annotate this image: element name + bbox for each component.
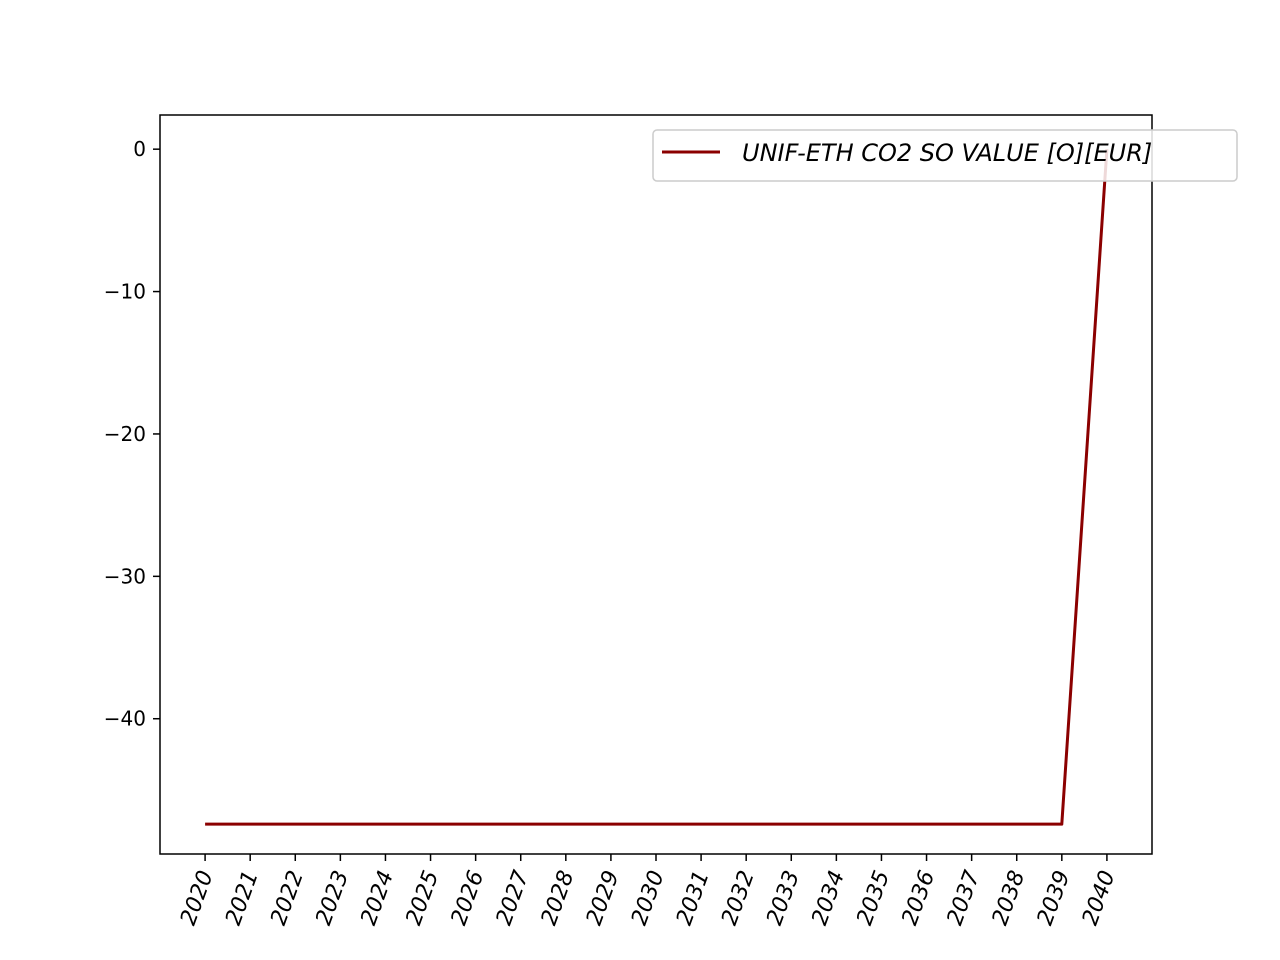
legend-box (652, 129, 1238, 182)
y-tick-label: −40 (104, 707, 146, 731)
x-tick-label: 2037 (943, 868, 986, 929)
x-tick-label: 2021 (221, 868, 264, 929)
y-axis: 0 −10 −20 −30 −40 (104, 137, 160, 731)
plot-frame (159, 114, 1153, 855)
plot-area (160, 115, 1152, 854)
x-axis: 2020 2021 2022 2023 2024 2025 2026 2027 2028 2029… (176, 854, 1121, 929)
x-tick-label: 2027 (492, 868, 535, 929)
x-tick-label: 2024 (356, 868, 399, 929)
x-tick-label: 2040 (1078, 868, 1121, 929)
x-tick-label: 2031 (672, 868, 715, 929)
x-tick-label: 2038 (988, 868, 1031, 929)
x-tick-label: 2029 (582, 868, 625, 929)
x-tick-label: 2034 (807, 868, 850, 929)
y-tick-label: −30 (104, 564, 146, 588)
y-tick-label: 0 (133, 137, 146, 161)
x-tick-label: 2030 (627, 868, 670, 929)
x-tick-label: 2036 (898, 868, 941, 929)
x-tick-label: 2026 (447, 868, 490, 929)
y-tick-label: −20 (104, 422, 146, 446)
x-tick-label: 2039 (1033, 868, 1076, 929)
x-tick-label: 2033 (762, 868, 805, 929)
x-tick-label: 2020 (176, 868, 219, 929)
series-layer (205, 149, 1109, 826)
x-tick-label: 2028 (537, 868, 580, 929)
x-tick-label: 2035 (852, 868, 895, 929)
x-tick-label: 2022 (266, 868, 309, 929)
x-tick-label: 2032 (717, 868, 760, 929)
legend-label: UNIF-ETH CO2 SO VALUE [O][EUR] (742, 139, 1152, 167)
legend: UNIF-ETH CO2 SO VALUE [O][EUR] (652, 129, 1238, 182)
x-tick-label: 2023 (311, 868, 354, 929)
y-tick-label: −10 (104, 280, 146, 304)
series-line (205, 149, 1109, 826)
x-tick-label: 2025 (402, 868, 445, 929)
